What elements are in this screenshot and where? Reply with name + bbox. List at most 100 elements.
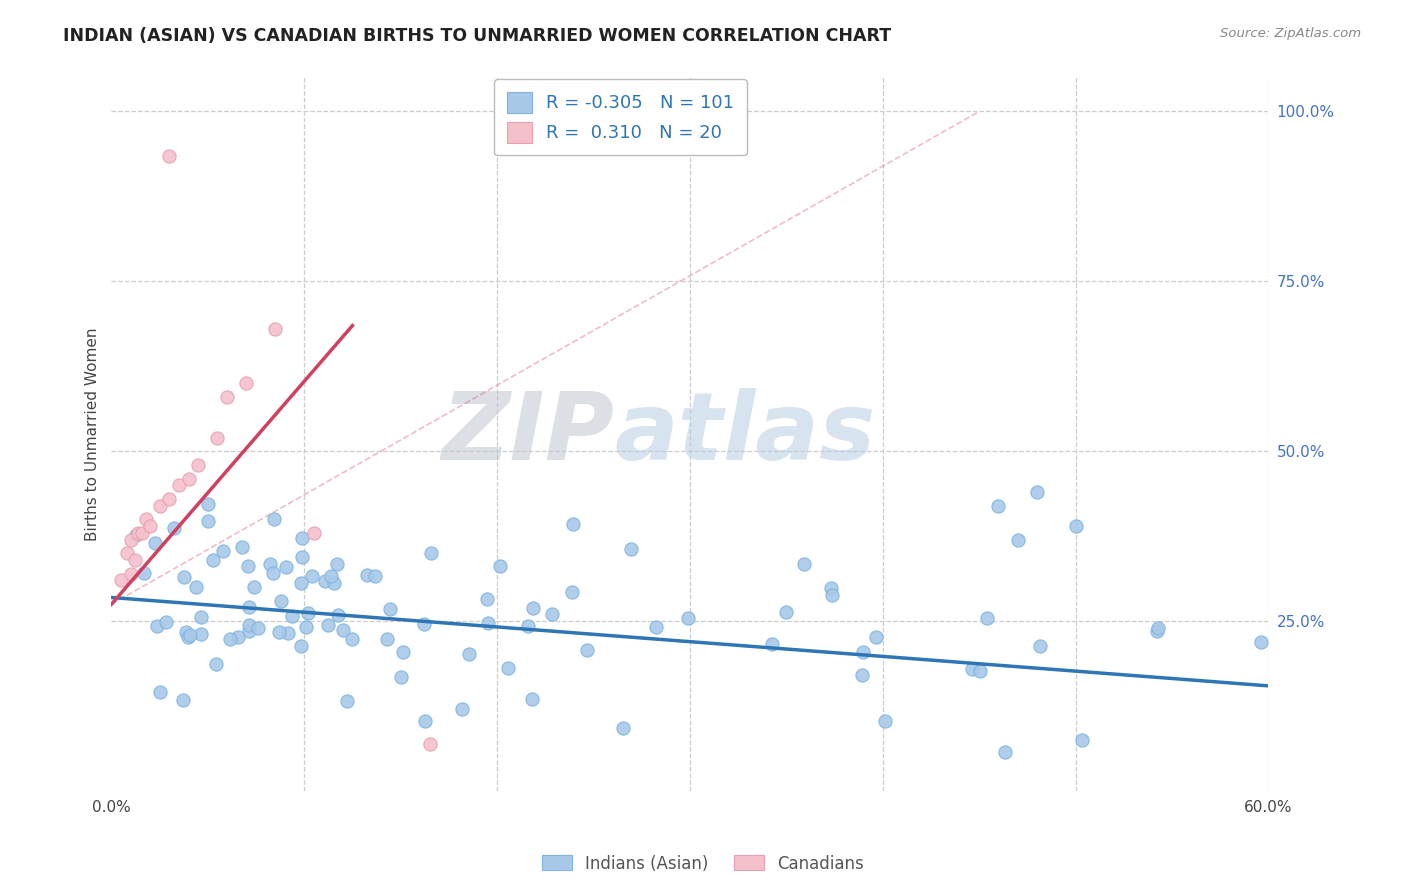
Point (391, 644, 413, 658)
Point (976, 611, 998, 625)
Point (793, 557, 815, 571)
Point (262, 566, 284, 581)
Point (163, 520, 186, 534)
Point (364, 569, 387, 583)
Point (120, 566, 142, 581)
Point (197, 498, 219, 512)
Point (875, 714, 897, 728)
Point (316, 618, 339, 632)
Point (1250, 634, 1272, 648)
Point (281, 609, 304, 624)
Point (775, 605, 797, 619)
Point (356, 568, 378, 582)
Point (378, 602, 401, 616)
Point (238, 558, 260, 573)
Point (297, 606, 319, 620)
Point (231, 540, 253, 554)
Point (1064, 519, 1087, 533)
Point (172, 693, 194, 707)
Point (139, 519, 162, 533)
Point (645, 620, 668, 634)
Point (238, 600, 260, 615)
Point (302, 525, 325, 540)
Point (420, 546, 443, 560)
Point (291, 531, 314, 545)
Point (149, 499, 172, 513)
Text: Source: ZipAtlas.com: Source: ZipAtlas.com (1220, 27, 1361, 40)
Point (205, 657, 228, 671)
Point (477, 615, 499, 630)
Point (115, 546, 138, 560)
Point (969, 665, 991, 679)
Point (124, 527, 146, 541)
Point (342, 632, 364, 646)
Point (157, 491, 180, 506)
Point (190, 626, 212, 640)
Point (851, 668, 873, 682)
Point (157, 148, 180, 162)
Point (419, 737, 441, 751)
Point (291, 550, 314, 565)
Point (238, 624, 260, 639)
Point (177, 630, 200, 644)
Point (211, 543, 233, 558)
Point (290, 575, 312, 590)
Point (173, 570, 195, 584)
Point (264, 322, 287, 336)
Text: ZIP: ZIP (441, 388, 614, 480)
Point (131, 525, 153, 540)
Point (179, 628, 201, 642)
Point (259, 558, 281, 572)
Point (219, 632, 242, 646)
Point (149, 684, 172, 698)
Point (197, 514, 219, 528)
Point (290, 639, 312, 653)
Point (332, 623, 354, 637)
Point (326, 557, 349, 571)
Point (228, 630, 250, 644)
Point (217, 390, 239, 404)
Point (561, 517, 583, 532)
Point (413, 714, 436, 728)
Point (186, 580, 208, 594)
Point (177, 471, 200, 485)
Point (167, 478, 190, 492)
Point (1070, 733, 1092, 747)
Point (202, 553, 225, 567)
Point (323, 575, 346, 590)
Point (263, 512, 285, 526)
Point (496, 661, 519, 675)
Point (155, 615, 177, 630)
Point (960, 661, 983, 675)
Point (1026, 485, 1049, 500)
Point (314, 574, 336, 588)
Point (174, 625, 197, 640)
Point (821, 588, 844, 602)
Point (540, 607, 562, 621)
Point (127, 525, 149, 540)
Point (865, 630, 887, 644)
Point (145, 619, 167, 633)
Text: INDIAN (ASIAN) VS CANADIAN BIRTHS TO UNMARRIED WOMEN CORRELATION CHART: INDIAN (ASIAN) VS CANADIAN BIRTHS TO UNM… (63, 27, 891, 45)
Point (277, 626, 299, 640)
Point (676, 611, 699, 625)
Point (1007, 533, 1029, 547)
Point (1146, 621, 1168, 635)
Point (457, 648, 479, 662)
Legend: R = -0.305   N = 101, R =  0.310   N = 20: R = -0.305 N = 101, R = 0.310 N = 20 (494, 79, 747, 155)
Point (143, 536, 166, 550)
Point (124, 553, 146, 567)
Point (987, 499, 1010, 513)
Point (994, 745, 1017, 759)
Point (267, 624, 290, 639)
Point (295, 620, 318, 634)
Text: atlas: atlas (614, 388, 876, 480)
Point (336, 694, 359, 708)
Point (235, 376, 257, 391)
Point (120, 533, 142, 547)
Point (761, 637, 783, 651)
Point (522, 600, 544, 615)
Point (389, 669, 412, 683)
Point (319, 569, 342, 583)
Point (575, 643, 598, 657)
